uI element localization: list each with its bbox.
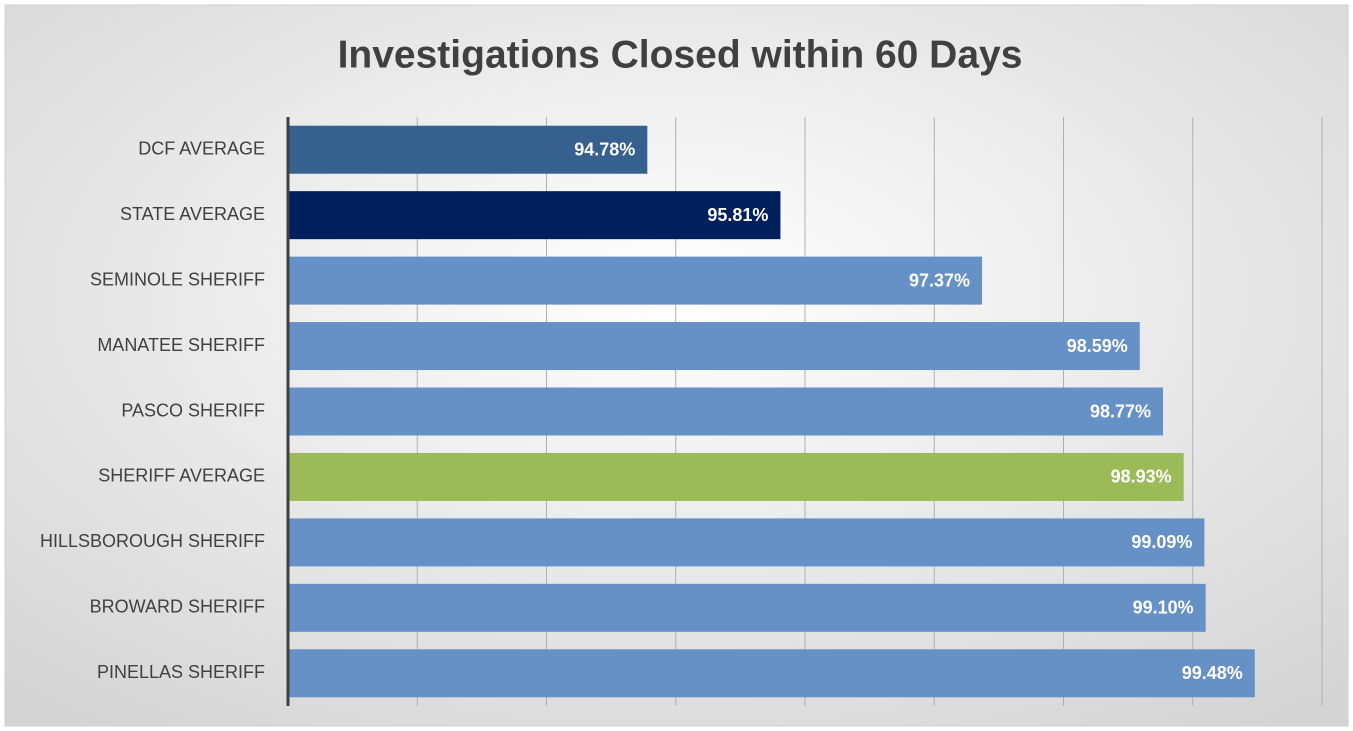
- bar: [288, 256, 983, 305]
- y-tick-label: SHERIFF AVERAGE: [98, 466, 265, 486]
- y-tick-label: SEMINOLE SHERIFF: [90, 269, 265, 289]
- chart-title: Investigations Closed within 60 Days: [338, 33, 1023, 76]
- y-tick-label: PASCO SHERIFF: [121, 400, 265, 420]
- bar: [288, 518, 1205, 567]
- bar: [288, 649, 1255, 698]
- data-label: 99.09%: [1131, 532, 1192, 552]
- y-tick-label: DCF AVERAGE: [138, 138, 265, 158]
- data-label: 98.93%: [1111, 467, 1172, 487]
- bar: [288, 191, 781, 240]
- y-tick-label: STATE AVERAGE: [120, 204, 265, 224]
- bar: [288, 322, 1140, 371]
- data-label: 98.59%: [1067, 336, 1128, 356]
- y-tick-label: PINELLAS SHERIFF: [97, 662, 265, 682]
- data-label: 99.10%: [1133, 598, 1194, 618]
- y-tick-label: BROWARD SHERIFF: [90, 597, 265, 617]
- data-label: 97.37%: [909, 270, 970, 290]
- bar: [288, 583, 1206, 632]
- data-label: 99.48%: [1182, 663, 1243, 683]
- y-tick-label: MANATEE SHERIFF: [97, 335, 265, 355]
- data-label: 94.78%: [574, 139, 635, 159]
- bar: [288, 125, 648, 174]
- data-label: 95.81%: [707, 205, 768, 225]
- data-label: 98.77%: [1090, 401, 1151, 421]
- y-tick-label: HILLSBOROUGH SHERIFF: [40, 531, 265, 551]
- bar: [288, 452, 1184, 501]
- bar: [288, 387, 1164, 436]
